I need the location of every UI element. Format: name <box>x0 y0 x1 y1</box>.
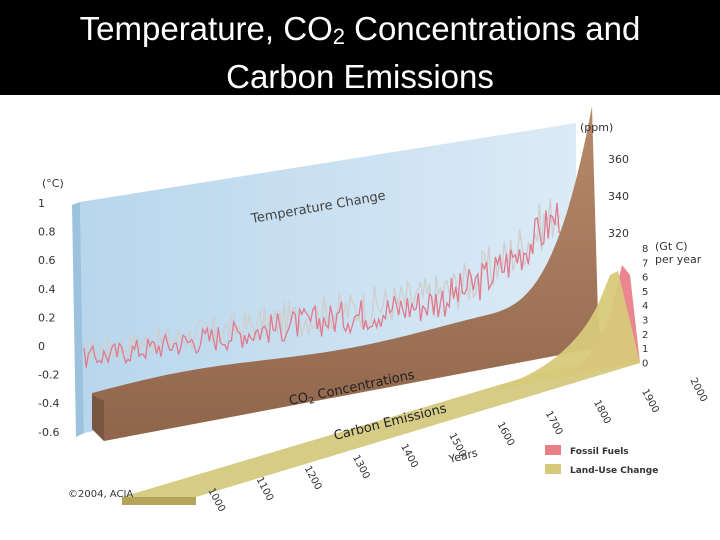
carbon-emissions-ribbon-front <box>122 497 196 505</box>
year-tick-label: 2000 <box>687 376 709 404</box>
slide-title: Temperature, CO2 Concentrations and Carb… <box>0 0 720 95</box>
temperature-range-trace <box>83 198 560 364</box>
temperature-tick-label: 0.2 <box>38 311 56 324</box>
legend: Fossil Fuels Land-Use Change <box>545 445 658 476</box>
year-tick-label: 1400 <box>398 442 420 470</box>
chart-svg: (°C) 10.80.60.40.20-0.2-0.4-0.6 Temperat… <box>38 106 709 514</box>
title-text-part-2: Concentrations and <box>344 10 641 47</box>
year-tick-label: 1000 <box>205 486 227 514</box>
temperature-tick-label: 0.6 <box>38 254 56 267</box>
legend-label-fossil-fuels: Fossil Fuels <box>570 447 629 457</box>
temperature-tick-label: -0.6 <box>38 426 59 439</box>
emissions-tick-label: 3 <box>642 316 648 327</box>
emissions-tick-labels: 8 7 6 5 4 3 2 1 0 <box>642 244 648 369</box>
slide-title-line-2: Carbon Emissions <box>226 58 494 95</box>
title-subscript: 2 <box>332 24 345 49</box>
legend-swatch-fossil-fuels <box>545 445 561 455</box>
co2-unit-label: (ppm) <box>580 121 613 134</box>
temperature-tick-label: 0 <box>38 340 45 353</box>
year-tick-label: 1100 <box>254 475 276 503</box>
temperature-tick-label: -0.4 <box>38 397 59 410</box>
title-text-part: Temperature, CO <box>79 10 333 47</box>
temperature-tick-label: 0.4 <box>38 283 56 296</box>
temperature-unit-label: (°C) <box>42 177 64 190</box>
land-use-change-area <box>470 271 640 395</box>
chart-credit: ©2004, ACIA <box>68 489 133 500</box>
emissions-tick-label: 5 <box>642 287 648 298</box>
co2-tick-340: 340 <box>608 190 629 203</box>
chart-figure: (°C) 1 0.8 0.6 0.4 0.2 0 -0.2 -0.4 -0.6 Temperat… <box>0 95 720 540</box>
emissions-tick-label: 4 <box>642 301 648 312</box>
temperature-wall-edge <box>72 202 84 437</box>
temperature-tick-label: 1 <box>38 197 45 210</box>
carbon-emissions-ribbon <box>122 363 640 497</box>
year-tick-label: 1300 <box>350 453 372 481</box>
co2-tick-320: 320 <box>608 227 629 240</box>
emissions-tick-label: 1 <box>642 344 648 355</box>
emissions-tick-label: 0 <box>642 358 648 369</box>
co2-concentration-area <box>92 106 602 442</box>
temperature-tick-label: -0.2 <box>38 369 59 382</box>
co2-front-face <box>92 395 104 441</box>
slide-title-line-1: Temperature, CO2 Concentrations and <box>0 9 720 57</box>
co2-tick-360: 360 <box>608 153 629 166</box>
legend-label-land-use-change: Land-Use Change <box>570 466 658 476</box>
emissions-tick-label: 6 <box>642 273 648 284</box>
year-tick-label: 1200 <box>302 464 324 492</box>
emissions-tick-label: 2 <box>642 330 648 341</box>
year-axis-label: Years <box>447 446 480 466</box>
year-tick-label: 1800 <box>591 398 613 426</box>
temperature-series-line <box>83 202 560 368</box>
emissions-tick-label: 8 <box>642 244 648 255</box>
emissions-tick-label: 7 <box>642 258 648 269</box>
temperature-tick-labels: 1 0.8 0.6 0.4 0.2 0 -0.2 -0.4 -0.6 <box>38 197 59 439</box>
emissions-unit-label-2: per year <box>655 253 702 266</box>
temperature-tick-label: 0.8 <box>38 226 56 239</box>
year-tick-label: 1600 <box>495 420 517 448</box>
legend-swatch-land-use-change <box>545 464 561 474</box>
emissions-unit-label: (Gt C) <box>655 240 688 253</box>
year-tick-label: 1900 <box>639 387 661 415</box>
year-tick-label: 1700 <box>543 409 565 437</box>
temperature-traces <box>83 198 560 368</box>
